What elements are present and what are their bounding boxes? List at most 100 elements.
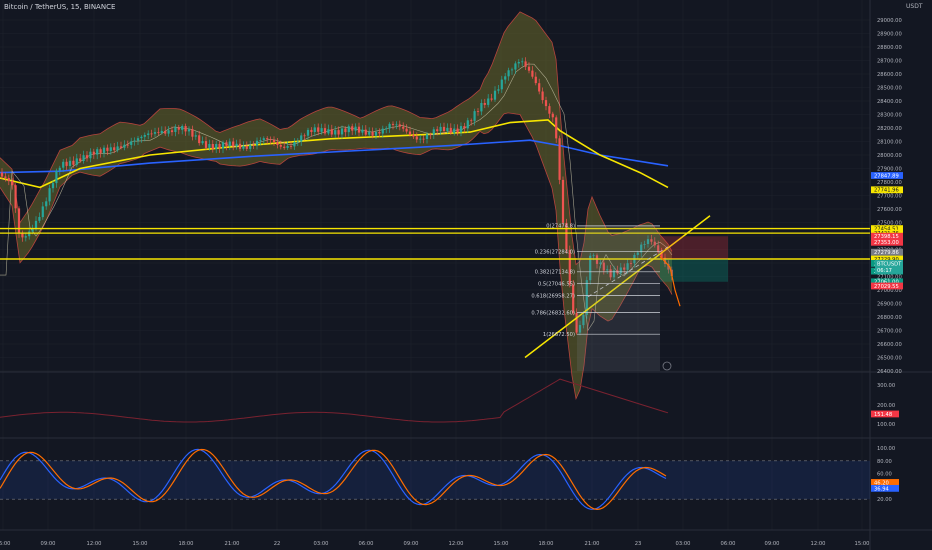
candle-body xyxy=(640,244,643,253)
fib-level-label: 0.236(27284.0) xyxy=(535,250,575,256)
price-axis-label: 27000.00 xyxy=(877,288,902,294)
stoch-tag-label: 36.94 xyxy=(874,486,890,492)
candle-body xyxy=(300,135,303,142)
candle-body xyxy=(432,129,435,135)
time-axis-label: 22 xyxy=(274,541,281,547)
time-axis-label: 06:00 xyxy=(0,541,10,547)
candle-body xyxy=(68,160,72,166)
countdown-label: 06:17 xyxy=(877,268,892,274)
candle-body xyxy=(660,252,663,258)
cci-pane: 300.00 200.00 100.00 151.48 xyxy=(0,378,899,428)
candle-body xyxy=(422,138,425,140)
candle-body xyxy=(561,179,565,223)
candle-body xyxy=(449,127,452,134)
drawing-tools[interactable] xyxy=(0,215,870,371)
fib-level-label: 0(27474.8) xyxy=(546,224,575,230)
candle-body xyxy=(493,90,497,100)
cci-axis-label: 300.00 xyxy=(877,383,895,389)
candle-body xyxy=(143,135,146,137)
price-tag-label: 27847.89 xyxy=(874,173,899,179)
candle-body xyxy=(181,126,184,130)
time-axis-label: 21:00 xyxy=(585,541,600,547)
price-axis-label: 27800.00 xyxy=(877,180,902,186)
candle-body xyxy=(14,185,17,209)
candle-body xyxy=(201,141,204,144)
price-tag xyxy=(871,238,903,246)
candle-body xyxy=(510,69,514,71)
candle-body xyxy=(527,66,531,71)
candle-body xyxy=(147,133,150,135)
candle-body xyxy=(565,222,568,250)
band-fill xyxy=(0,11,672,399)
candle-body xyxy=(215,144,218,149)
candle-body xyxy=(133,140,136,142)
candle-body xyxy=(623,267,626,270)
candle-body xyxy=(555,117,558,139)
candle-body xyxy=(578,325,582,333)
candle-body xyxy=(388,123,391,129)
price-axis[interactable]: 29000.00 28900.00 28800.00 28700.00 28600.00… xyxy=(871,18,903,375)
stoch-tag xyxy=(871,484,899,492)
candle-body xyxy=(334,130,337,135)
candle-body xyxy=(99,149,102,153)
candle-body xyxy=(524,61,527,67)
price-axis-label: 26700.00 xyxy=(877,329,902,335)
candle-body xyxy=(140,136,143,139)
cci-axis-label: 100.00 xyxy=(877,422,895,428)
candle-body xyxy=(347,126,350,133)
candle-body xyxy=(177,127,180,130)
price-tag-label: 27029.55 xyxy=(874,284,899,290)
price-axis-label: 28100.00 xyxy=(877,140,902,146)
candle-body xyxy=(650,239,653,242)
candle-body xyxy=(221,142,225,149)
candle-body xyxy=(398,124,401,127)
candle-body xyxy=(293,142,296,147)
candle-body xyxy=(187,129,191,132)
price-axis-label: 28700.00 xyxy=(877,59,902,65)
candle-body xyxy=(439,126,442,132)
candle-body xyxy=(354,126,357,131)
price-tag xyxy=(871,232,903,240)
candle-body xyxy=(150,133,153,135)
candle-body xyxy=(500,79,503,90)
stoch-axis-label: 100.00 xyxy=(877,446,895,452)
candle-body xyxy=(218,144,221,149)
candle-body xyxy=(106,147,109,151)
price-tag xyxy=(871,248,903,256)
candle-body xyxy=(109,147,112,151)
price-axis-label: 26900.00 xyxy=(877,302,902,308)
stoch-k-line xyxy=(0,448,667,510)
candle-body xyxy=(55,170,58,184)
candle-body xyxy=(337,130,340,135)
price-tag-label: 27741.96 xyxy=(874,188,899,194)
symbol-title[interactable]: Bitcoin / TetherUS, 15, BINANCE xyxy=(4,3,116,11)
candle-body xyxy=(65,161,68,166)
price-axis-label: 28400.00 xyxy=(877,99,902,105)
currency-label: USDT xyxy=(906,3,923,10)
fibonacci-retracement[interactable]: 0(27474.8) 0.236(27284.0) 0.382(27134.8) 0.… xyxy=(531,224,660,371)
fib-level-label: 0.382(27134.8) xyxy=(535,270,575,276)
candle-body xyxy=(82,155,85,161)
time-axis-label: 12:00 xyxy=(811,541,826,547)
candle-body xyxy=(415,136,418,140)
time-axis-label: 15:00 xyxy=(855,541,870,547)
candle-body xyxy=(286,146,289,148)
price-axis-label: 28800.00 xyxy=(877,45,902,51)
candle-body xyxy=(480,103,483,112)
candle-body xyxy=(374,132,378,136)
candle-body xyxy=(585,280,588,315)
candle-body xyxy=(157,132,160,133)
candle-body xyxy=(534,76,537,84)
current-price-tag xyxy=(875,259,903,274)
candle-body xyxy=(327,129,330,134)
candle-body xyxy=(28,231,31,237)
time-axis[interactable]: 06:00 09:00 12:00 15:00 18:00 21:00 22 03:00 06:… xyxy=(0,541,869,547)
band-lower xyxy=(0,112,673,401)
price-axis-label: 28300.00 xyxy=(877,113,902,119)
time-axis-label: 09:00 xyxy=(41,541,56,547)
candle-body xyxy=(279,145,282,147)
candle-body xyxy=(136,138,140,141)
candle-body xyxy=(657,245,660,253)
